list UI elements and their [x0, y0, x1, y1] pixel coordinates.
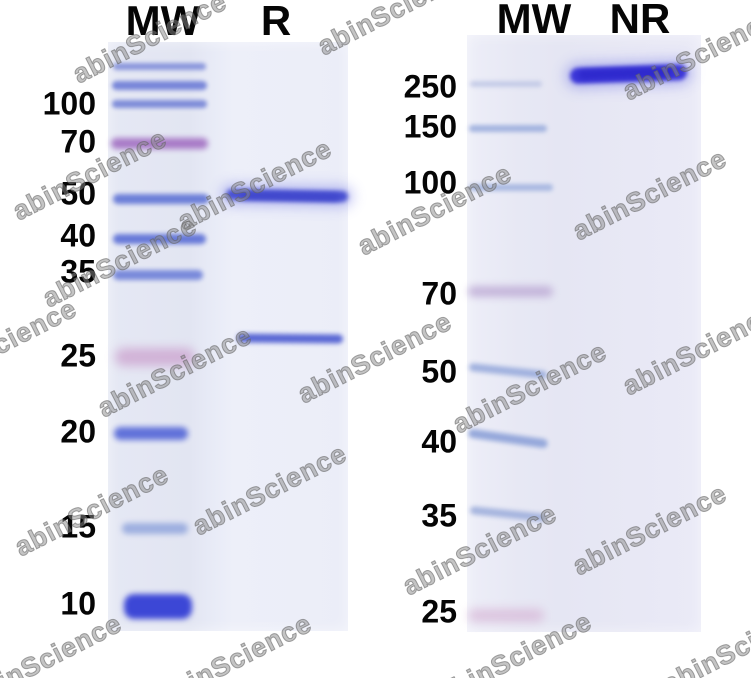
mw-label-40: 40: [60, 217, 96, 254]
lane-header-mw-left: MW: [125, 0, 201, 44]
mw-label-15: 15: [60, 508, 96, 545]
mw-label-50: 50: [60, 175, 96, 212]
marker-band-25: [468, 608, 544, 622]
marker-band-35: [113, 270, 203, 280]
marker-band-25: [115, 348, 195, 366]
marker-band-150: [469, 124, 547, 132]
marker-band-20: [114, 426, 188, 440]
marker-band-40: [467, 427, 549, 449]
marker-band-100: [112, 100, 207, 108]
mw-label-20: 20: [60, 413, 96, 450]
lane-header-r: R: [260, 0, 292, 44]
gel-non-reduced: [467, 35, 701, 632]
mw-label-35: 35: [421, 497, 457, 534]
marker-band-100: [469, 183, 553, 191]
marker-band-15: [122, 522, 188, 534]
marker-band-35: [469, 506, 547, 522]
mw-label-100: 100: [403, 164, 457, 201]
r-light-chain-band: [236, 333, 344, 343]
mw-label-250: 250: [403, 68, 457, 105]
marker-band-10: [124, 593, 192, 619]
marker-band-250: [470, 81, 542, 87]
marker-band-top1: [113, 62, 206, 70]
marker-band-40: [113, 234, 206, 244]
marker-band-50: [113, 194, 209, 204]
gel-reduced: [108, 42, 349, 631]
mw-label-40: 40: [421, 423, 457, 460]
mw-label-10: 10: [60, 585, 96, 622]
mw-label-70: 70: [60, 123, 96, 160]
r-heavy-chain-band: [225, 188, 349, 202]
mw-label-25: 25: [421, 593, 457, 630]
mw-label-column-left: 100 70 50 40 35 25 20 15 10: [20, 0, 96, 678]
lane-header-nr: NR: [609, 0, 671, 42]
marker-band-70: [111, 137, 208, 149]
watermark-text: abinScience: [0, 292, 82, 397]
nr-igg-band: [569, 63, 688, 85]
mw-label-150: 150: [403, 108, 457, 145]
mw-label-50: 50: [421, 353, 457, 390]
marker-band-top2: [112, 80, 207, 90]
mw-label-25: 25: [60, 337, 96, 374]
mw-label-column-right: 250 150 100 70 50 40 35 25: [390, 0, 457, 678]
marker-band-70: [468, 285, 553, 297]
mw-label-35: 35: [60, 253, 96, 290]
r-heavy-chain-core: [239, 191, 341, 201]
marker-band-50: [468, 362, 548, 380]
mw-label-100: 100: [42, 85, 96, 122]
mw-label-70: 70: [421, 275, 457, 312]
nr-igg-band-core: [577, 66, 674, 80]
lane-header-mw-right: MW: [496, 0, 572, 42]
